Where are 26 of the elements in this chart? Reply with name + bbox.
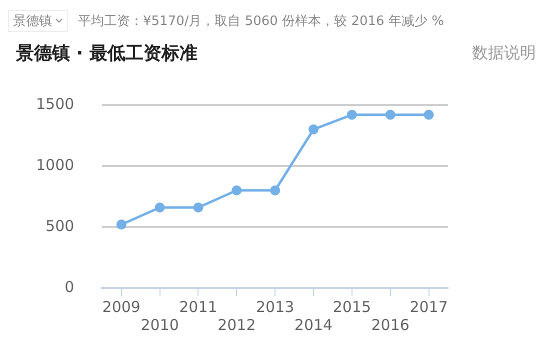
point bbox=[154, 202, 165, 212]
x-tick-label: 2011 bbox=[179, 298, 218, 316]
y-tick-label: 0 bbox=[64, 278, 74, 296]
x-tick-label: 2010 bbox=[140, 316, 179, 334]
y-tick-label: 500 bbox=[46, 216, 74, 235]
x-tick-label: 2017 bbox=[410, 298, 448, 316]
point bbox=[385, 110, 396, 120]
x-tick-label: 2009 bbox=[102, 298, 140, 316]
point bbox=[308, 124, 319, 134]
y-tick-label: 1500 bbox=[36, 94, 74, 113]
text: 数据说明 bbox=[472, 42, 536, 64]
text: 景德镇 bbox=[13, 13, 52, 30]
x-tick-label: 2016 bbox=[371, 316, 410, 334]
x-tick-label: 2012 bbox=[218, 316, 256, 334]
chart-title: 景德镇 · 最低工资标准 bbox=[16, 42, 198, 65]
point bbox=[232, 185, 242, 196]
chart-subtitle: 平均工资：¥5170/月，取自 5060 份样本，较 2016 年减少 % bbox=[78, 13, 444, 30]
point bbox=[270, 185, 280, 196]
point bbox=[116, 220, 126, 230]
point bbox=[424, 110, 434, 120]
point bbox=[346, 110, 357, 120]
x-tick-label: 2013 bbox=[256, 298, 294, 316]
y-tick-label: 1000 bbox=[36, 156, 74, 174]
x-tick-label: 2014 bbox=[294, 316, 333, 334]
x-tick-label: 2015 bbox=[332, 298, 372, 316]
point bbox=[193, 202, 204, 212]
